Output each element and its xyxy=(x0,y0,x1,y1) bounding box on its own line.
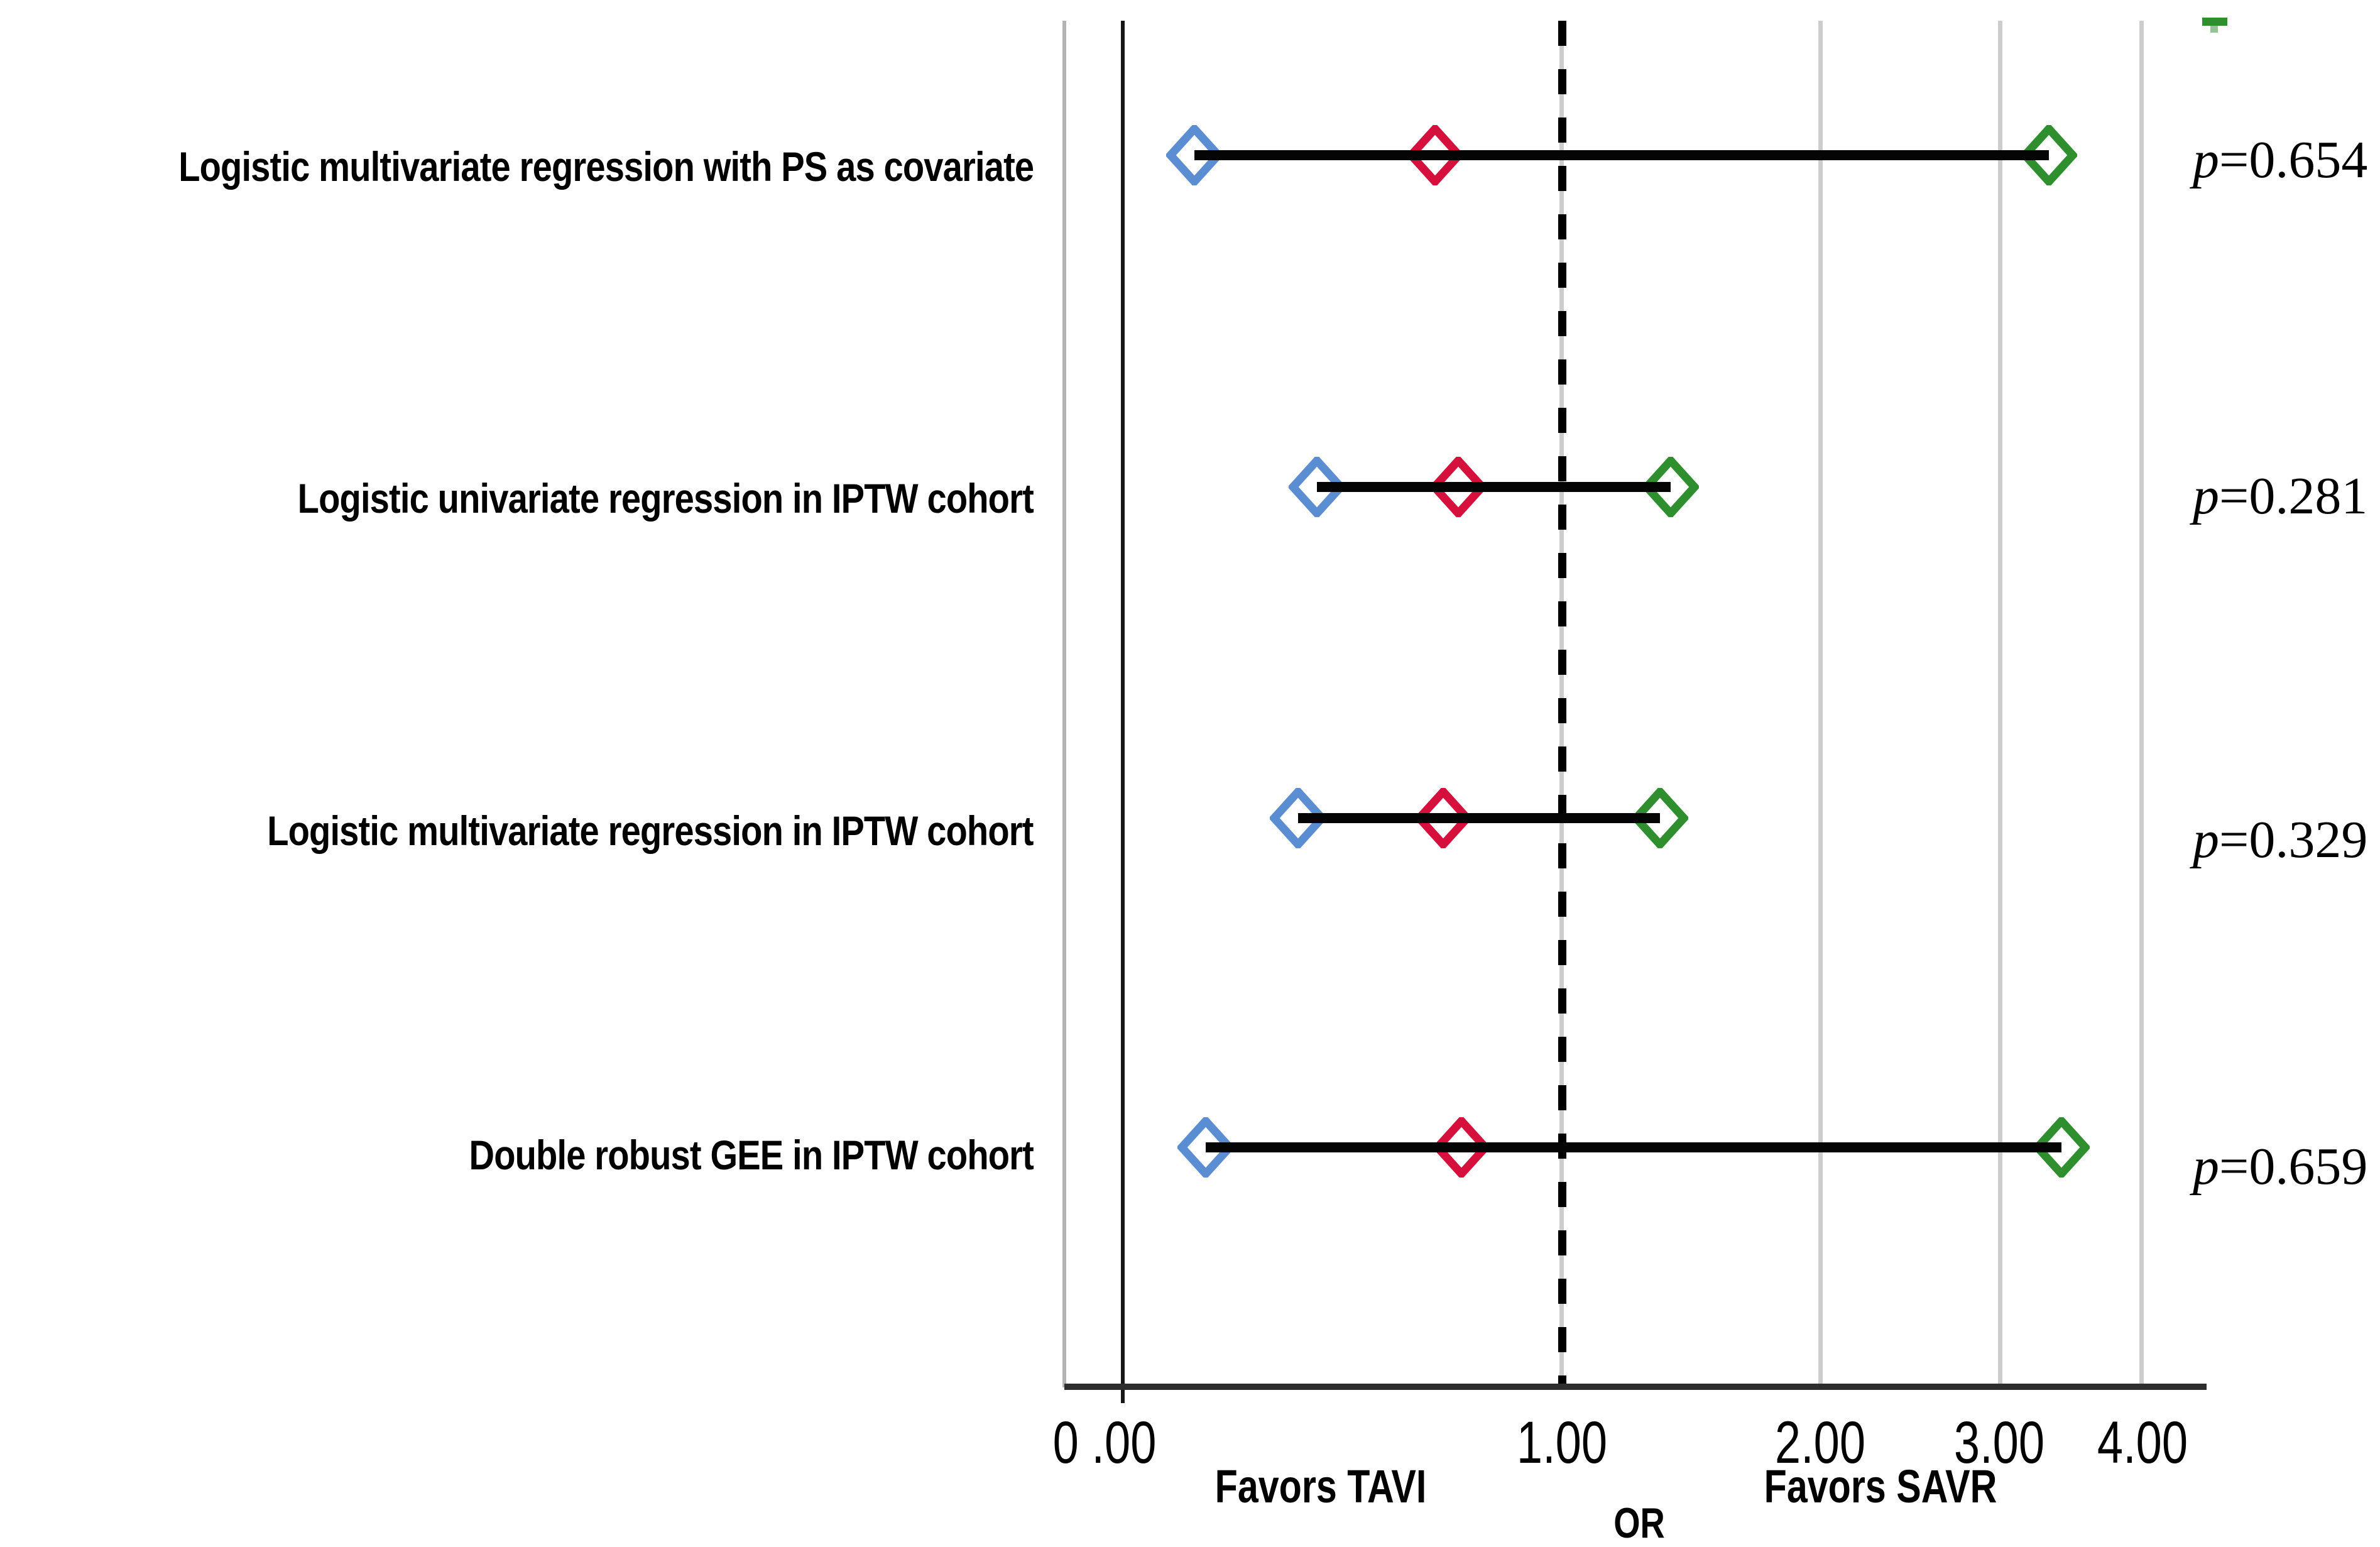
p-symbol: p xyxy=(2193,131,2219,189)
ci-line xyxy=(1205,1142,2062,1152)
row-label: Double robust GEE in IPTW cohort xyxy=(469,1132,1034,1178)
p-value: p=0.281 xyxy=(2193,467,2367,525)
green-artifact-mark xyxy=(2210,26,2218,33)
p-symbol: p xyxy=(2193,467,2219,525)
p-value-text: =0.281 xyxy=(2219,467,2368,525)
zero-reference-line xyxy=(1121,21,1125,1403)
x-tick-label: 3.00 xyxy=(1953,1409,2045,1476)
ci-upper-diamond xyxy=(1642,457,1699,517)
x-tick-label: 0 .00 xyxy=(1052,1409,1157,1476)
x-tick-label: 2.00 xyxy=(1774,1409,1866,1476)
p-value-text: =0.654 xyxy=(2219,131,2368,189)
ci-line xyxy=(1317,482,1671,492)
ci-line xyxy=(1194,150,2049,160)
gridline-2 xyxy=(1818,21,1823,1387)
ci-upper-diamond xyxy=(2033,1117,2090,1178)
row-label: Logistic univariate regression in IPTW c… xyxy=(297,475,1034,522)
x-axis-title: OR xyxy=(1613,1499,1665,1547)
plot-left-border xyxy=(1062,21,1066,1387)
ci-upper-diamond xyxy=(2020,125,2077,185)
ci-upper-diamond xyxy=(1631,788,1688,848)
x-axis-line xyxy=(1064,1384,2207,1390)
row-label: Logistic multivariate regression with PS… xyxy=(178,143,1034,190)
row-label: Logistic multivariate regression in IPTW… xyxy=(267,807,1034,854)
p-symbol: p xyxy=(2193,1137,2219,1196)
x-tick-label: 1.00 xyxy=(1516,1409,1608,1476)
favors-savr-label: Favors SAVR xyxy=(1764,1460,1997,1512)
gridline-3 xyxy=(1998,21,2002,1387)
x-tick-label: 4.00 xyxy=(2097,1409,2188,1476)
p-value: p=0.654 xyxy=(2193,131,2367,189)
green-artifact-mark xyxy=(2202,18,2227,26)
favors-tavi-label: Favors TAVI xyxy=(1215,1460,1427,1512)
p-symbol: p xyxy=(2193,811,2219,869)
gridline-4 xyxy=(2139,21,2144,1387)
p-value: p=0.659 xyxy=(2193,1138,2367,1196)
p-value: p=0.329 xyxy=(2193,811,2367,869)
ci-line xyxy=(1298,813,1660,823)
p-value-text: =0.329 xyxy=(2219,811,2368,869)
p-value-text: =0.659 xyxy=(2219,1137,2368,1196)
dashed-reference-line-at-1 xyxy=(1558,21,1566,1387)
